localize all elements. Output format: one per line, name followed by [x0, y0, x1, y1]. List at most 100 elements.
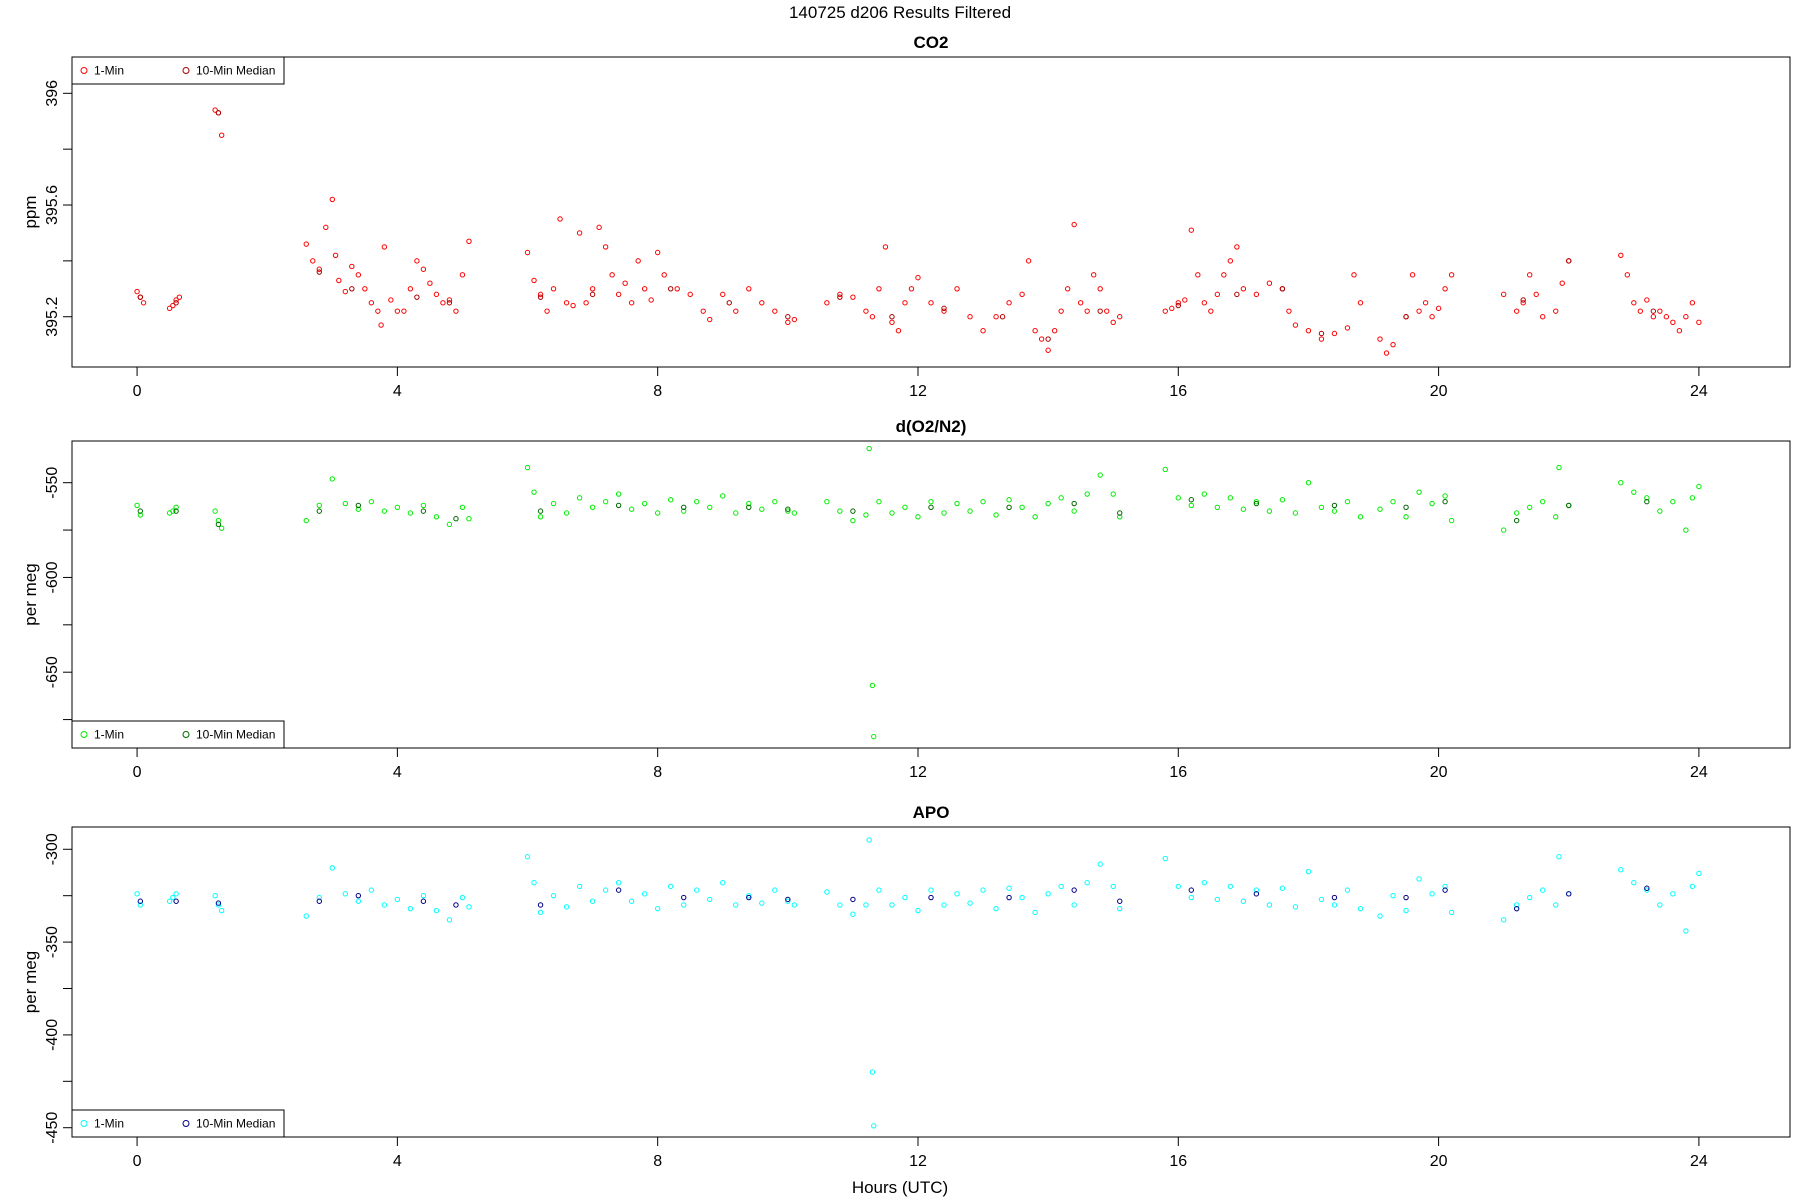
data-point — [596, 224, 602, 231]
data-point — [641, 891, 648, 897]
legend-label: 10-Min Median — [196, 1117, 275, 1131]
data-point — [1195, 272, 1201, 278]
data-point — [1559, 280, 1565, 286]
data-point — [681, 504, 687, 511]
data-point — [869, 682, 876, 689]
data-point — [407, 905, 414, 912]
data-point — [928, 498, 934, 505]
data-point — [1377, 336, 1383, 342]
data-point — [550, 892, 557, 899]
data-point — [355, 898, 362, 904]
data-point — [628, 300, 635, 306]
data-point — [1240, 506, 1247, 512]
data-point — [1097, 308, 1103, 314]
data-point — [759, 300, 765, 306]
data-point — [1403, 314, 1409, 320]
data-point — [1006, 894, 1012, 901]
data-point — [1644, 495, 1650, 501]
data-point — [1377, 913, 1383, 919]
data-point — [1071, 887, 1077, 893]
x-tick-label: 8 — [653, 383, 662, 400]
data-point — [303, 517, 309, 524]
data-point — [1253, 291, 1260, 298]
data-point — [140, 300, 147, 306]
legend-marker — [80, 731, 88, 738]
data-point — [212, 508, 218, 514]
data-point — [1214, 504, 1221, 511]
data-point — [459, 894, 466, 901]
data-point — [1657, 308, 1663, 314]
data-point — [889, 319, 895, 326]
data-point — [316, 269, 322, 275]
data-point — [362, 286, 368, 292]
data-point — [1045, 500, 1051, 507]
data-point — [1331, 330, 1338, 337]
data-point — [531, 879, 537, 886]
data-point — [427, 280, 433, 286]
y-axis-label: ppm — [21, 195, 40, 228]
data-point — [654, 905, 661, 912]
data-point — [310, 258, 316, 264]
data-point — [1670, 498, 1676, 505]
data-point — [329, 865, 336, 871]
data-point — [1448, 517, 1455, 524]
data-point — [212, 892, 218, 899]
data-point — [733, 308, 739, 314]
data-point — [954, 500, 960, 507]
data-point — [1006, 504, 1012, 511]
data-point — [316, 502, 322, 509]
data-point — [1227, 258, 1234, 264]
data-point — [1175, 302, 1181, 309]
data-point — [967, 900, 973, 906]
data-point — [1644, 498, 1650, 505]
data-point — [1344, 498, 1351, 505]
legend: 1-Min 10-Min Median — [71, 720, 285, 749]
data-point — [641, 286, 648, 292]
data-point — [871, 1123, 877, 1129]
data-point — [1526, 272, 1533, 278]
data-point — [1279, 286, 1286, 292]
data-point — [570, 302, 576, 309]
data-point — [1429, 500, 1435, 507]
x-axis-label: Hours (UTC) — [852, 1178, 948, 1197]
data-point — [889, 510, 895, 516]
data-point — [1214, 896, 1221, 903]
data-point — [1201, 491, 1208, 497]
data-point — [1071, 902, 1077, 908]
data-point — [674, 286, 680, 292]
plot-frame — [71, 56, 1791, 368]
legend-marker — [182, 731, 190, 738]
data-point — [316, 266, 322, 272]
data-point — [170, 508, 176, 514]
series-ten-min-median — [137, 885, 1650, 912]
data-point — [980, 327, 986, 334]
data-point — [1117, 510, 1123, 516]
data-point — [215, 902, 222, 908]
data-point — [1266, 280, 1273, 286]
data-point — [1644, 885, 1650, 891]
data-point — [1279, 885, 1286, 891]
data-point — [915, 907, 921, 914]
data-point — [720, 879, 726, 886]
data-point — [1266, 508, 1273, 514]
data-point — [902, 894, 908, 901]
data-point — [850, 517, 856, 524]
data-point — [375, 308, 381, 314]
data-point — [1045, 891, 1051, 897]
data-point — [388, 297, 394, 303]
x-tick-label: 20 — [1430, 383, 1448, 400]
data-point — [785, 314, 791, 320]
data-point — [1657, 902, 1663, 908]
data-point — [303, 241, 309, 247]
data-point — [928, 887, 934, 893]
data-point — [772, 887, 778, 893]
data-point — [785, 898, 791, 904]
data-point — [336, 277, 342, 284]
x-tick-label: 12 — [909, 383, 927, 400]
data-point — [589, 504, 596, 511]
data-point — [1442, 883, 1448, 890]
data-point — [378, 322, 384, 328]
data-point — [1390, 498, 1396, 505]
data-point — [1071, 221, 1077, 228]
y-tick-label: -350 — [44, 926, 61, 958]
